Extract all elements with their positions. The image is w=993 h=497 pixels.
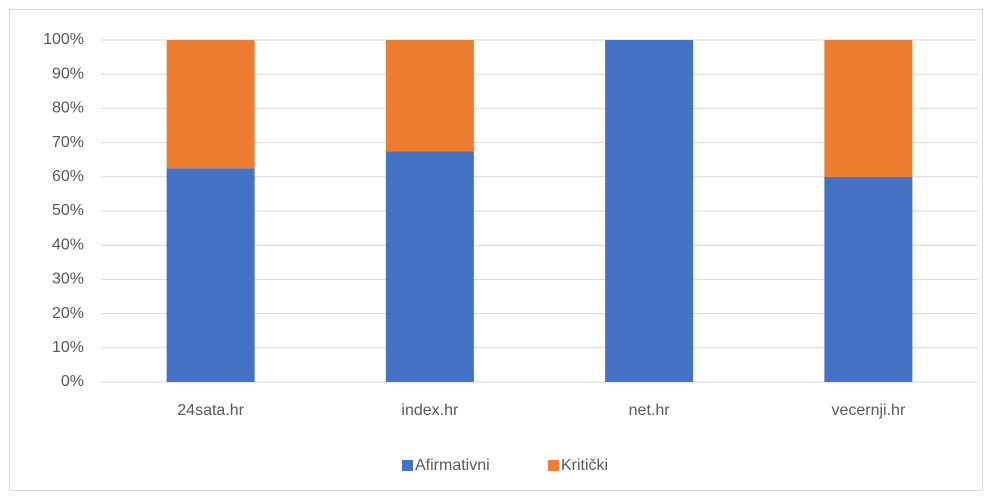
y-tick-label: 50% xyxy=(52,202,84,219)
bar-segment xyxy=(166,168,255,382)
x-tick-label: 24sata.hr xyxy=(177,402,244,419)
bar-segment xyxy=(166,40,255,169)
x-tick-label: vecernji.hr xyxy=(831,402,905,419)
y-tick-label: 0% xyxy=(61,373,84,390)
y-tick-label: 10% xyxy=(52,339,84,356)
y-tick-label: 40% xyxy=(52,236,84,253)
y-tick-label: 20% xyxy=(52,305,84,322)
y-tick-label: 70% xyxy=(52,134,84,151)
y-tick-label: 30% xyxy=(52,271,84,288)
bar-segment xyxy=(824,176,913,382)
y-tick-label: 80% xyxy=(52,100,84,117)
legend-swatch xyxy=(548,460,559,471)
bar-segment xyxy=(605,40,694,382)
bar-segment xyxy=(385,151,474,382)
legend-label: Afirmativni xyxy=(415,457,490,474)
x-tick-label: index.hr xyxy=(401,402,459,419)
y-tick-label: 100% xyxy=(43,31,84,48)
legend-label: Kritički xyxy=(561,457,608,474)
y-tick-label: 90% xyxy=(52,65,84,82)
x-tick-label: net.hr xyxy=(629,402,671,419)
bar-segment xyxy=(824,40,913,177)
y-tick-label: 60% xyxy=(52,168,84,185)
bar-segment xyxy=(385,40,474,152)
legend-swatch xyxy=(402,460,413,471)
